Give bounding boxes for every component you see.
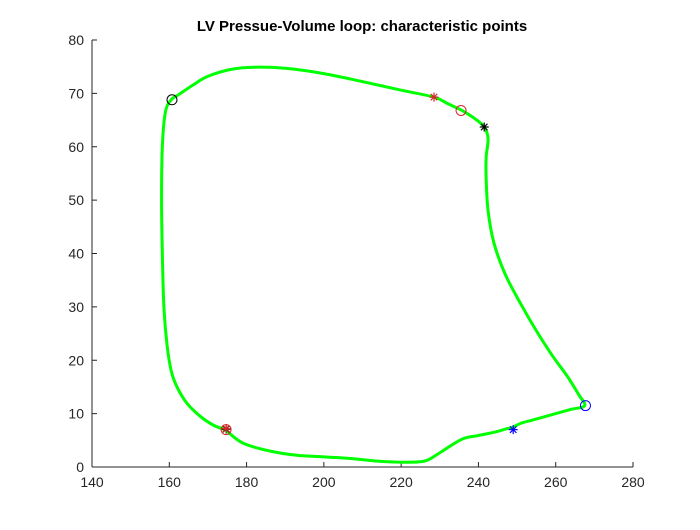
star-marker — [508, 425, 518, 435]
star-marker — [221, 424, 231, 434]
x-tick-label: 240 — [467, 474, 491, 490]
x-tick-label: 260 — [544, 474, 568, 490]
y-tick-label: 40 — [68, 246, 84, 262]
pv-loop-line — [160, 65, 587, 464]
circle-marker — [579, 400, 591, 412]
y-tick-label: 80 — [68, 32, 84, 48]
plot-area — [92, 40, 633, 467]
circle-marker — [166, 94, 178, 106]
series-layer — [160, 65, 587, 464]
x-tick-label: 280 — [621, 474, 645, 490]
star-marker-stroke — [509, 425, 517, 434]
marker-layer — [166, 92, 591, 436]
axes: 140 160 180 200 220 240 260 280 0 10 20 30 40 50 60 70 8… — [68, 32, 644, 490]
circle-marker — [455, 104, 467, 116]
y-tick-label: 10 — [68, 406, 84, 422]
chart-title: LV Pressue-Volume loop: characteristic p… — [197, 18, 527, 35]
x-tick-label: 180 — [235, 474, 259, 490]
y-tick-label: 50 — [68, 192, 84, 208]
y-tick-label: 70 — [68, 85, 84, 101]
star-marker — [479, 122, 489, 132]
y-tick-label: 20 — [68, 352, 84, 368]
star-marker-stroke — [480, 123, 488, 131]
x-tick-label: 200 — [312, 474, 336, 490]
star-marker-stroke — [430, 93, 438, 101]
star-marker — [429, 92, 439, 102]
star-marker-stroke — [222, 424, 230, 433]
y-tick-label: 0 — [76, 459, 84, 475]
y-tick-label: 60 — [68, 139, 84, 155]
x-tick-label: 140 — [80, 474, 104, 490]
x-tick-label: 160 — [158, 474, 182, 490]
y-tick-label: 30 — [68, 299, 84, 315]
x-tick-label: 220 — [389, 474, 413, 490]
